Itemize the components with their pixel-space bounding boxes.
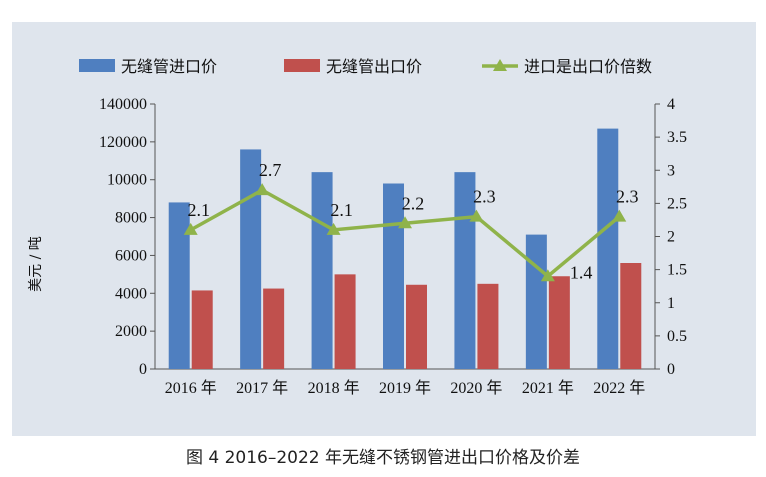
left-axis-title: 美元 / 吨 <box>28 236 44 292</box>
ratio-line-layer: 2.1 2.7 2.1 2.2 2.3 1.4 2.3 <box>183 160 639 282</box>
right-tick-label: 0 <box>667 361 675 378</box>
ratio-data-label: 2.2 <box>402 193 425 213</box>
right-tick-label: 3 <box>667 162 675 179</box>
export-price-bar <box>334 274 356 369</box>
right-tick-label: 1.5 <box>667 262 687 279</box>
left-tick-label: 6000 <box>115 247 147 264</box>
export-price-bar <box>477 283 499 369</box>
ratio-data-label: 2.3 <box>473 187 496 207</box>
x-tick-label: 2022 年 <box>593 379 645 397</box>
import-price-bar <box>240 149 262 369</box>
ratio-data-label: 2.1 <box>187 200 210 220</box>
export-price-bar <box>263 288 285 369</box>
ratio-point <box>398 216 412 229</box>
left-tick-label: 140000 <box>99 96 147 113</box>
x-tick-label: 2019 年 <box>379 379 431 397</box>
x-axis-labels: 2016 年 2017 年 2018 年 2019 年 2020 年 2021 年 2022… <box>165 379 646 397</box>
import-price-bar <box>525 234 547 369</box>
chart-panel: 无缝管进口价 无缝管出口价 进口是出口价倍数 0 2000 4000 6000 8000 10… <box>12 22 756 436</box>
ratio-point <box>255 183 270 196</box>
left-tick-label: 0 <box>139 361 147 378</box>
legend-import-label: 无缝管进口价 <box>121 57 217 76</box>
legend: 无缝管进口价 无缝管出口价 进口是出口价倍数 <box>79 57 652 76</box>
export-price-bar <box>548 276 570 369</box>
left-axis-ticks: 0 2000 4000 6000 8000 10000 120000 140000 <box>99 96 155 378</box>
export-price-bar <box>620 263 642 369</box>
import-price-bar <box>168 202 190 369</box>
right-axis-ticks: 0 0.5 1 1.5 2 2.5 3 3.5 4 <box>655 96 687 378</box>
import-price-bar <box>383 183 404 369</box>
ratio-data-label: 1.4 <box>570 262 593 282</box>
ratio-data-label: 2.3 <box>616 187 639 207</box>
left-tick-label: 120000 <box>99 134 147 151</box>
right-tick-label: 1 <box>667 295 675 312</box>
import-price-bar <box>597 128 619 369</box>
x-tick-label: 2017 年 <box>236 379 288 397</box>
right-tick-label: 2.5 <box>667 195 687 212</box>
left-tick-label: 2000 <box>115 323 147 340</box>
legend-ratio-marker <box>493 59 507 71</box>
x-tick-label: 2020 年 <box>450 379 502 397</box>
export-price-bar <box>406 284 427 369</box>
right-tick-label: 2 <box>667 229 675 246</box>
right-tick-label: 3.5 <box>667 129 687 146</box>
legend-ratio-label: 进口是出口价倍数 <box>524 57 652 76</box>
ratio-point <box>326 222 341 235</box>
figure-caption: 图 4 2016–2022 年无缝不锈钢管进出口价格及价差 <box>185 448 581 468</box>
x-tick-label: 2021 年 <box>522 379 574 397</box>
legend-export-swatch <box>284 59 320 72</box>
left-tick-label: 4000 <box>115 285 147 302</box>
right-tick-label: 4 <box>667 96 675 113</box>
ratio-point <box>183 222 198 235</box>
ratio-point <box>469 209 484 222</box>
x-tick-label: 2018 年 <box>308 379 360 397</box>
left-tick-label: 10000 <box>107 172 147 189</box>
chart: 无缝管进口价 无缝管出口价 进口是出口价倍数 0200040006000800010… <box>28 57 687 397</box>
ratio-point <box>540 269 555 282</box>
left-tick-label: 8000 <box>115 210 147 227</box>
legend-import-swatch <box>79 59 115 72</box>
right-tick-label: 0.5 <box>667 328 687 345</box>
ratio-data-label: 2.7 <box>259 160 282 180</box>
x-tick-label: 2016 年 <box>165 379 217 397</box>
export-price-bar <box>191 290 213 369</box>
legend-export-label: 无缝管出口价 <box>326 57 422 76</box>
ratio-data-label: 2.1 <box>330 200 353 220</box>
bars <box>168 128 642 369</box>
ratio-point <box>612 209 627 222</box>
